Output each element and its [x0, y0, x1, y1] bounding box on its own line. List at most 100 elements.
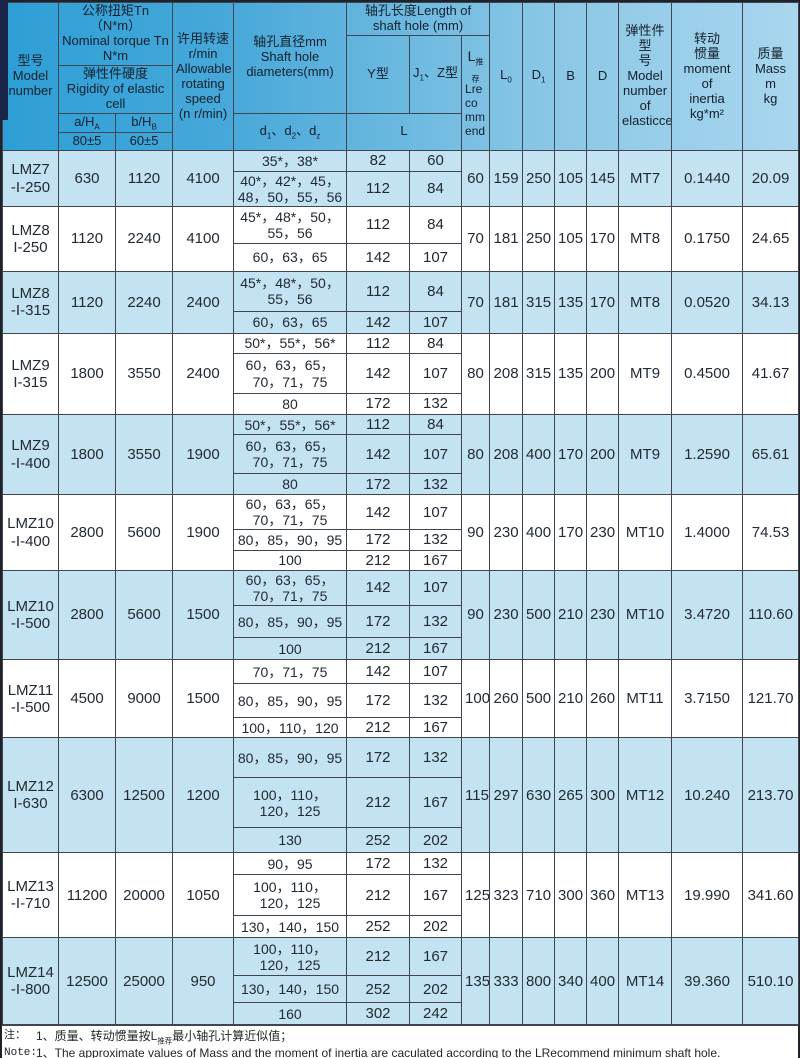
cell-torque-a: 630: [58, 150, 116, 207]
header-l0-label: L: [500, 67, 508, 83]
cell-inertia: 0.1440: [671, 150, 744, 207]
header-d1-label: D: [531, 67, 541, 83]
cell-elastic-model: MT10: [618, 569, 673, 661]
cell-d: 200: [586, 414, 620, 496]
table-row: 160 302 242: [3, 1002, 799, 1026]
cell-l-recommend: 60: [461, 150, 491, 207]
cell-b: 135: [554, 270, 588, 334]
cell-d1: 630: [522, 737, 556, 854]
cell-d1: 500: [522, 659, 556, 739]
cell-torque-a: 12500: [58, 937, 116, 1026]
header-b-h-label: b/H: [131, 113, 152, 129]
cell-mass: 74.53: [742, 494, 800, 571]
cell-elastic-model: MT9: [618, 332, 673, 416]
header-a-h-label: a/H: [74, 113, 95, 129]
cell-mass: 510.10: [742, 937, 800, 1026]
cell-d: 230: [586, 494, 620, 571]
cell-mass: 341.60: [742, 852, 800, 939]
cell-length-jz: 132: [409, 473, 463, 496]
cell-shaft-diameters: 45*，48*，50，55，56: [233, 205, 348, 244]
cell-inertia: 3.7150: [671, 659, 744, 739]
cell-shaft-diameters: 60，63，65，70，71，75: [233, 434, 348, 475]
header-lrec-label: L: [467, 47, 476, 64]
cell-mass: 34.13: [742, 270, 800, 334]
header-b-h: b/HB: [114, 112, 174, 134]
cell-d: 260: [586, 659, 620, 739]
cell-shaft-diameters: 100，110，120，125: [233, 777, 348, 829]
cell-shaft-diameters: 80: [233, 393, 348, 416]
cell-torque-b: 9000: [114, 659, 174, 739]
footnote-line: 注： 1、质量、转动惯量按L推荐最小轴孔计算近似值；: [4, 1029, 794, 1046]
cell-torque-b: 25000: [114, 937, 174, 1026]
cell-shaft-diameters: 50*，55*，56*: [233, 414, 348, 436]
cell-l-recommend: 80: [461, 414, 491, 496]
cell-shaft-diameters: 100: [233, 549, 348, 571]
table-row: 100，110，120，125 212 167: [3, 777, 799, 829]
cell-length-y: 172: [346, 737, 411, 779]
header-b-label: B: [566, 68, 575, 84]
table-row: 60，63，65 142 107: [3, 242, 799, 272]
cell-d1: 250: [522, 150, 556, 207]
cell-l-recommend: 135: [461, 937, 491, 1026]
cell-length-y: 212: [346, 777, 411, 829]
cell-length-y: 112: [346, 414, 411, 436]
header-jz-label2: 、Z型: [424, 64, 458, 80]
cell-length-y: 142: [346, 569, 411, 607]
table-row: LMZ13 -I-710 11200 20000 1050 90，95 172 132 125…: [2, 852, 800, 939]
cell-torque-a: 11200: [58, 852, 116, 939]
cell-length-jz: 84: [409, 414, 463, 436]
cell-b: 105: [554, 205, 588, 272]
header-speed-label: 许用转速 r/min Allowable rotating speed (n r…: [176, 30, 232, 121]
table-row: 100，110，120 212 167: [3, 717, 799, 739]
cell-b: 170: [554, 414, 588, 496]
cell-length-y: 172: [346, 529, 411, 551]
cell-l-recommend: 90: [461, 569, 491, 661]
header-lrec-english: Lrecommend: [465, 82, 486, 138]
cell-length-jz: 132: [409, 605, 463, 639]
cell-shaft-diameters: 70，71，75: [233, 659, 348, 685]
cell-length-jz: 84: [409, 332, 463, 355]
cell-b: 210: [554, 569, 588, 661]
cell-elastic-model: MT9: [618, 414, 673, 496]
table-row: LMZ10 -I-500 2800 5600 1500 60，63，65，70，71，7…: [2, 569, 800, 661]
table-row: 130，140，150 252 202: [3, 915, 799, 939]
cell-shaft-diameters: 60，63，65: [233, 242, 348, 272]
cell-mass: 65.61: [742, 414, 800, 496]
cell-torque-b: 5600: [114, 494, 174, 571]
cell-length-y: 112: [346, 205, 411, 244]
header-d2-part-sub: 2: [291, 131, 297, 141]
table-row: LMZ14 -I-800 12500 25000 950 100，110，120，125…: [2, 937, 800, 1026]
cell-length-y: 172: [346, 852, 411, 876]
cell-model-number: LMZ10 -I-400: [2, 494, 59, 571]
cell-elastic-model: MT13: [618, 852, 673, 939]
header-inertia: 转动 惯量 moment of inertia kg*m²: [671, 1, 744, 152]
cell-length-jz: 202: [409, 827, 463, 854]
footnote-text: 1、质量、转动惯量按L推荐最小轴孔计算近似值；: [36, 1029, 293, 1046]
cell-length-jz: 107: [409, 242, 463, 272]
cell-speed: 950: [172, 937, 235, 1026]
table-row: LMZ8 I-250 1120 2240 4100 45*，48*，50，55，56 11…: [2, 205, 800, 272]
cell-speed: 1900: [172, 494, 235, 571]
cell-length-y: 112: [346, 332, 411, 355]
cell-d1: 315: [522, 332, 556, 416]
cell-l0: 260: [489, 659, 524, 739]
cell-length-y: 252: [346, 827, 411, 854]
cell-length-y: 142: [346, 310, 411, 334]
cell-length-jz: 167: [409, 874, 463, 917]
table-row: 40*，42*，45，48，50，55，56 112 84: [3, 170, 799, 207]
cell-l0: 323: [489, 852, 524, 939]
header-jz-sub: 1: [419, 73, 425, 83]
cell-shaft-diameters: 100，110，120: [233, 717, 348, 739]
cell-model-number: LMZ8 -I-315: [2, 270, 59, 334]
header-tolerance-a: 80±5: [58, 132, 116, 152]
cell-mass: 110.60: [742, 569, 800, 661]
cell-length-y: 82: [346, 150, 411, 172]
cell-inertia: 0.0520: [671, 270, 744, 334]
cell-b: 265: [554, 737, 588, 854]
cell-length-jz: 167: [409, 777, 463, 829]
cell-elastic-model: MT7: [618, 150, 673, 207]
cell-shaft-diameters: 80，85，90，95: [233, 683, 348, 719]
header-dz-part-sub: z: [316, 131, 321, 141]
